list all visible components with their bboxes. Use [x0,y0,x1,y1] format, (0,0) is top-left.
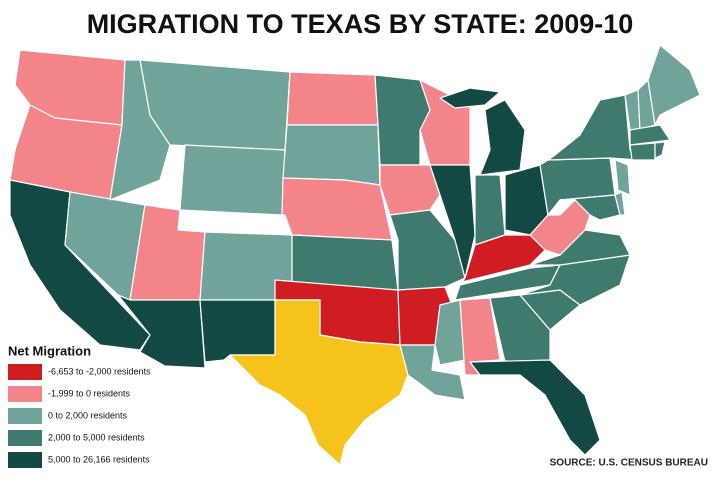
state [469,359,601,456]
state [614,191,626,216]
legend-label: -6,653 to -2,000 residents [48,366,151,376]
state [629,124,671,146]
legend-swatch [8,452,42,468]
state [474,174,506,246]
map-title: MIGRATION TO TEXAS BY STATE: 2009-10 [87,9,634,39]
state [629,142,656,161]
state [479,99,526,176]
legend-label: 0 to 2,000 residents [48,410,128,420]
state [614,159,631,196]
state [179,144,286,216]
source-note: SOURCE: U.S. CENSUS BUREAU [550,458,708,469]
state [439,87,501,109]
state [281,177,393,241]
legend-swatch [8,430,42,446]
legend-title: Net Migration [8,343,91,358]
us-map [9,44,701,466]
legend-label: 5,000 to 26,166 residents [48,454,150,464]
state [547,94,641,161]
state [389,209,466,291]
legend-swatch [8,408,42,424]
legend-swatch [8,386,42,402]
state [291,234,399,291]
legend-label: -1,999 to 0 residents [48,388,131,398]
state [282,124,381,186]
legend-swatch [8,364,42,380]
state [399,344,466,401]
state [654,141,666,159]
state [286,71,379,126]
state [489,294,551,363]
legend: Net Migration -6,653 to -2,000 residents… [8,343,151,468]
state [199,299,276,363]
texas [229,299,409,466]
legend-label: 2,000 to 5,000 residents [48,432,145,442]
state [434,299,466,366]
state [379,164,441,216]
state [647,44,701,126]
